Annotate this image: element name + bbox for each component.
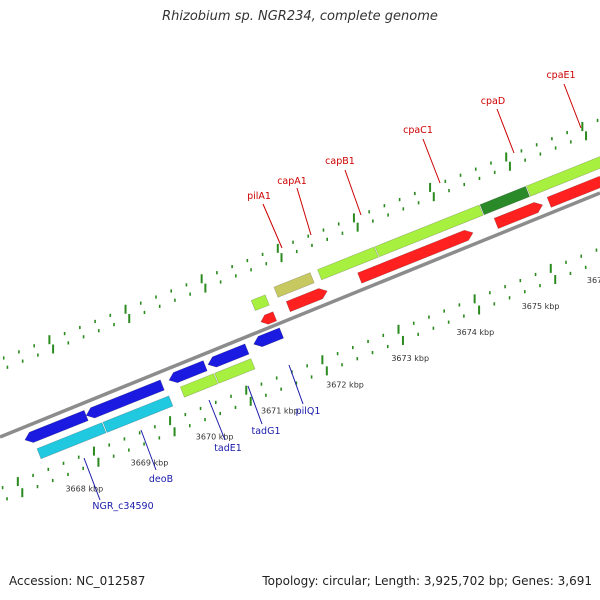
feature-olive [273, 272, 315, 298]
tick-row-upper-inner [6, 131, 588, 369]
accession-text: Accession: NC_012587 [9, 574, 146, 588]
feature-red [493, 202, 544, 229]
gene-label-pilA1: pilA1 [247, 191, 271, 202]
gene-label-cpaD: cpaD [481, 96, 505, 107]
gene-label-NGR_c34590: NGR_c34590 [92, 501, 153, 512]
feature-red [357, 229, 474, 284]
leader-line [496, 108, 515, 154]
leader-line [208, 399, 226, 441]
scale-label: 3669 kbp [131, 459, 169, 468]
gene-label-capB1: capB1 [325, 156, 355, 167]
feature-blue [207, 343, 250, 368]
gene-label-cpaC1: cpaC1 [403, 125, 433, 136]
feature-lime [250, 294, 270, 311]
leader-line [288, 364, 304, 405]
feature-cyan [36, 422, 107, 460]
scale-label: 3672 kbp [326, 380, 364, 389]
gene-label-tadG1: tadG1 [252, 426, 281, 437]
feature-blue [85, 379, 165, 419]
feature-lime [317, 246, 379, 281]
feature-blue [24, 410, 89, 443]
feature-lime [214, 358, 256, 384]
genome-summary-text: Topology: circular; Length: 3,925,702 bp… [262, 574, 592, 588]
feature-lime [374, 204, 484, 258]
feature-blue [253, 327, 284, 348]
scale-label: 3671 kbp [261, 406, 299, 415]
feature-red [260, 311, 278, 325]
tick-row-upper-outer [2, 118, 599, 360]
gene-label-tadE1: tadE1 [214, 443, 242, 454]
leader-line [83, 457, 101, 501]
feature-red [546, 176, 600, 208]
leader-line [563, 83, 582, 129]
scale-label: 3670 kbp [196, 432, 234, 441]
tick-row-lower-inner [1, 248, 598, 490]
scale-label: 3674 kbp [457, 328, 495, 337]
scale-label: 3675 kbp [522, 302, 560, 311]
gene-label-capA1: capA1 [277, 176, 307, 187]
feature-cyan [102, 395, 174, 433]
feature-blue [168, 360, 208, 384]
gene-label-pilQ1: pilQ1 [296, 406, 321, 417]
leader-line [247, 385, 263, 425]
leader-line [140, 429, 157, 471]
gene-label-deoB: deoB [149, 474, 173, 485]
leader-line [422, 138, 441, 184]
genome-backbone [0, 191, 600, 439]
leader-line [262, 203, 283, 249]
gene-label-cpaE1: cpaE1 [546, 70, 575, 81]
feature-red [285, 288, 328, 313]
tick-row-lower-outer [6, 265, 587, 501]
scale-label: 3673 kbp [391, 354, 429, 363]
feature-dark-green [479, 186, 530, 216]
scale-label: 3668 kbp [65, 485, 103, 494]
feature-lime [179, 373, 219, 398]
genome-title: Rhizobium sp. NGR234, complete genome [162, 9, 438, 24]
leader-line [296, 187, 312, 236]
leader-line [344, 169, 362, 216]
scale-label: 3676 kbp [587, 276, 600, 285]
feature-lime [526, 156, 600, 197]
